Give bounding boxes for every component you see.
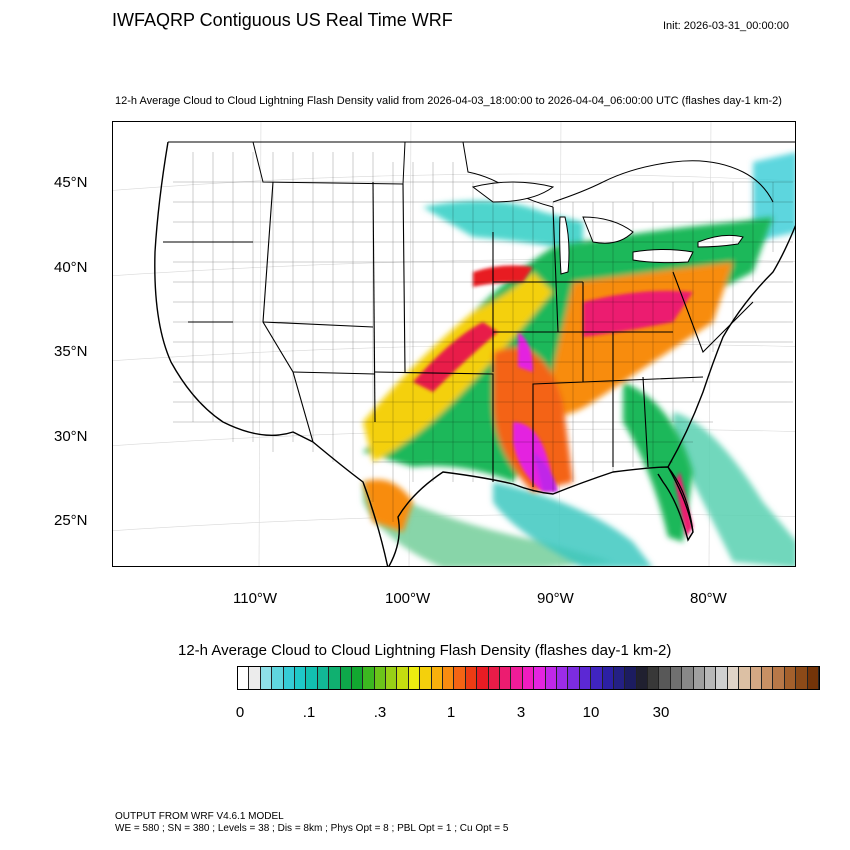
colorbar-swatch (682, 667, 694, 689)
footer-line-1: OUTPUT FROM WRF V4.6.1 MODEL (115, 811, 284, 822)
footer-line-2: WE = 580 ; SN = 380 ; Levels = 38 ; Dis … (115, 823, 509, 834)
colorbar-tick: 1 (446, 704, 456, 721)
colorbar-swatch (317, 667, 330, 689)
colorbar-tick: 0 (235, 704, 245, 721)
state-borders (163, 181, 754, 487)
county-lines (173, 152, 793, 522)
colorbar-swatch (431, 667, 444, 689)
florida-coast (667, 466, 694, 541)
colorbar-swatch (522, 667, 535, 689)
colorbar (237, 666, 820, 690)
colorbar-swatch (648, 667, 660, 689)
colorbar-swatch (340, 667, 352, 689)
colorbar-swatch (796, 667, 808, 689)
colorbar-swatch (238, 667, 250, 689)
map-panel (112, 121, 796, 567)
plot-subtitle: 12-h Average Cloud to Cloud Lightning Fl… (115, 95, 782, 107)
model-footer: OUTPUT FROM WRF V4.6.1 MODEL WE = 580 ; … (115, 811, 508, 835)
colorbar-swatch (727, 667, 740, 689)
colorbar-swatch (693, 667, 706, 689)
colorbar-swatch (636, 667, 649, 689)
lon-label-80w: 80°W (690, 590, 727, 607)
lat-label-40n: 40°N (54, 259, 88, 276)
lon-label-110w: 110°W (233, 590, 278, 607)
lightning-map (113, 122, 795, 566)
colorbar-swatch (408, 667, 421, 689)
colorbar-swatch (351, 667, 364, 689)
lat-label-30n: 30°N (54, 428, 88, 445)
colorbar-tick: 3 (516, 704, 526, 721)
colorbar-swatch (499, 667, 512, 689)
colorbar-swatch (294, 667, 307, 689)
colorbar-swatch (659, 667, 671, 689)
colorbar-swatch (465, 667, 478, 689)
colorbar-tick: 30 (652, 704, 670, 721)
colorbar-tick: 10 (582, 704, 600, 721)
colorbar-swatch (420, 667, 432, 689)
colorbar-title: 12-h Average Cloud to Cloud Lightning Fl… (178, 642, 672, 659)
colorbar-swatch (761, 667, 774, 689)
colorbar-swatch (363, 667, 375, 689)
colorbar-swatch (249, 667, 261, 689)
colorbar-swatch (579, 667, 592, 689)
colorbar-tick: .3 (373, 704, 387, 721)
colorbar-swatch (784, 667, 797, 689)
colorbar-swatch (773, 667, 785, 689)
colorbar-swatch (283, 667, 295, 689)
colorbar-swatch (716, 667, 728, 689)
lat-label-35n: 35°N (54, 343, 88, 360)
colorbar-swatch (511, 667, 523, 689)
colorbar-swatch (591, 667, 603, 689)
lat-label-25n: 25°N (54, 512, 88, 529)
colorbar-swatch (568, 667, 580, 689)
colorbar-swatch (750, 667, 762, 689)
colorbar-swatch (272, 667, 284, 689)
colorbar-swatch (739, 667, 751, 689)
colorbar-swatch (807, 667, 819, 689)
colorbar-swatch (556, 667, 569, 689)
lon-label-90w: 90°W (537, 590, 574, 607)
colorbar-swatch (329, 667, 341, 689)
colorbar-swatch (306, 667, 318, 689)
init-time-label: Init: 2026-03-31_00:00:00 (663, 20, 789, 32)
colorbar-swatch (545, 667, 557, 689)
colorbar-swatch (443, 667, 455, 689)
colorbar-swatch (397, 667, 409, 689)
colorbar-swatch (613, 667, 626, 689)
main-title: IWFAQRP Contiguous US Real Time WRF (112, 10, 453, 30)
colorbar-swatch (534, 667, 546, 689)
lon-label-100w: 100°W (385, 590, 431, 607)
lightning-field-low (363, 152, 795, 566)
colorbar-swatch (488, 667, 500, 689)
colorbar-swatch (260, 667, 273, 689)
colorbar-swatch (454, 667, 466, 689)
colorbar-swatch (477, 667, 489, 689)
colorbar-swatch (602, 667, 614, 689)
colorbar-swatch (386, 667, 398, 689)
colorbar-swatch (670, 667, 683, 689)
lat-label-45n: 45°N (54, 174, 88, 191)
colorbar-swatch (374, 667, 387, 689)
colorbar-tick: .1 (302, 704, 316, 721)
colorbar-swatch (705, 667, 717, 689)
colorbar-swatch (625, 667, 637, 689)
